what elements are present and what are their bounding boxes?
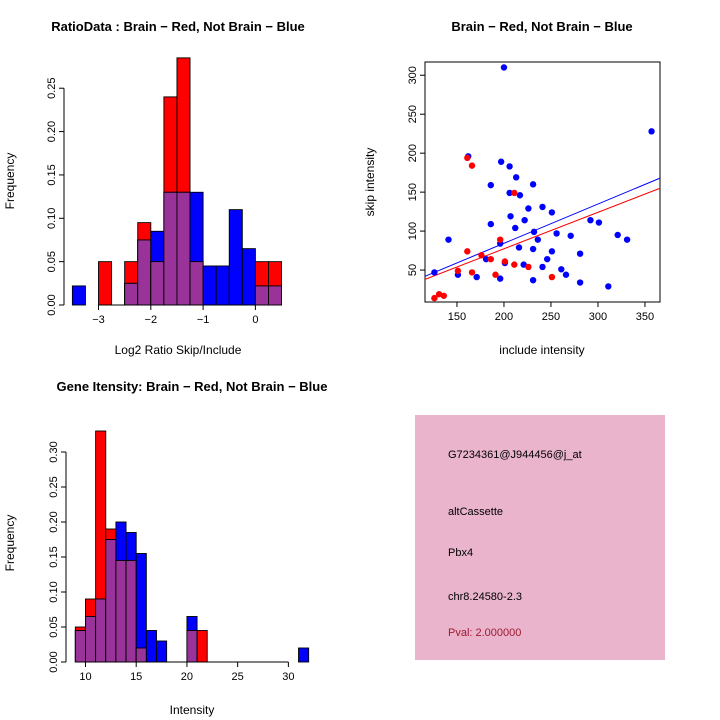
svg-text:15: 15 [130, 671, 142, 683]
svg-text:100: 100 [407, 222, 419, 240]
intensity-scatter-chart: Brain − Red, Not Brain − Blue include in… [363, 19, 661, 357]
ratio-histogram-ylabel: Frequency [3, 153, 17, 210]
svg-text:0.20: 0.20 [48, 511, 60, 532]
ratio-histogram-title: RatioData : Brain − Red, Not Brain − Blu… [51, 19, 305, 34]
svg-text:−1: −1 [197, 314, 210, 326]
svg-text:250: 250 [407, 105, 419, 123]
svg-text:0.00: 0.00 [48, 651, 60, 672]
panel-intensity-scatter: Brain − Red, Not Brain − Blue include in… [360, 0, 720, 360]
svg-text:50: 50 [407, 264, 419, 276]
svg-text:300: 300 [589, 311, 607, 323]
gene-histogram-title: Gene Itensity: Brain − Red, Not Brain − … [57, 379, 328, 394]
svg-text:0.10: 0.10 [46, 208, 58, 229]
panel-ratio-histogram: RatioData : Brain − Red, Not Brain − Blu… [0, 0, 360, 360]
svg-text:0.10: 0.10 [48, 581, 60, 602]
gene-histogram-xlabel: Intensity [170, 703, 215, 717]
locus-text: chr8.24580-2.3 [448, 591, 522, 603]
svg-text:20: 20 [181, 671, 193, 683]
svg-text:0.20: 0.20 [46, 121, 58, 142]
svg-text:0.05: 0.05 [48, 616, 60, 637]
gene-histogram-plot-area: 10 15 20 25 30 0.00 0.05 0.10 0.15 0.20 0.25 0.30 [48, 430, 310, 683]
gene-name-text: Pbx4 [448, 547, 474, 559]
svg-text:200: 200 [495, 311, 513, 323]
svg-text:250: 250 [542, 311, 560, 323]
svg-text:10: 10 [79, 671, 91, 683]
panel-gene-intensity-histogram: Gene Itensity: Brain − Red, Not Brain − … [0, 360, 360, 720]
svg-text:0.05: 0.05 [46, 251, 58, 272]
svg-text:−2: −2 [145, 314, 158, 326]
svg-text:0.25: 0.25 [46, 78, 58, 99]
ratio-histogram-chart: RatioData : Brain − Red, Not Brain − Blu… [3, 19, 305, 357]
svg-text:0.00: 0.00 [46, 294, 58, 315]
svg-text:0: 0 [252, 314, 258, 326]
svg-text:0.30: 0.30 [48, 441, 60, 462]
svg-text:150: 150 [448, 311, 466, 323]
gene-info-box: G7234361@J944456@j_at altCassette Pbx4 c… [415, 415, 665, 660]
ratio-histogram-xlabel: Log2 Ratio Skip/Include [115, 343, 242, 357]
scatter-xlabel: include intensity [499, 343, 584, 357]
scatter-ylabel: skip intensity [363, 148, 377, 217]
probe-id-text: G7234361@J944456@j_at [448, 449, 582, 461]
panel-gene-info: G7234361@J944456@j_at altCassette Pbx4 c… [360, 360, 720, 720]
svg-text:300: 300 [407, 66, 419, 84]
svg-text:350: 350 [636, 311, 654, 323]
ratio-histogram-plot-area: −3 −2 −1 0 0.00 0.05 0.10 0.15 0.20 0.25 [46, 57, 282, 326]
gene-intensity-histogram-chart: Gene Itensity: Brain − Red, Not Brain − … [3, 379, 328, 717]
svg-text:25: 25 [232, 671, 244, 683]
svg-text:−3: −3 [92, 314, 105, 326]
svg-text:150: 150 [407, 183, 419, 201]
svg-text:200: 200 [407, 144, 419, 162]
svg-text:0.15: 0.15 [48, 546, 60, 567]
gene-histogram-ylabel: Frequency [3, 515, 17, 572]
svg-text:0.25: 0.25 [48, 476, 60, 497]
svg-text:0.15: 0.15 [46, 164, 58, 185]
scatter-plot-area: 150 200 250 300 350 50 100 150 200 250 300 [407, 61, 661, 323]
pvalue-text: Pval: 2.000000 [448, 627, 522, 639]
svg-text:30: 30 [282, 671, 294, 683]
splice-event-text: altCassette [448, 506, 504, 518]
scatter-title: Brain − Red, Not Brain − Blue [451, 19, 632, 34]
